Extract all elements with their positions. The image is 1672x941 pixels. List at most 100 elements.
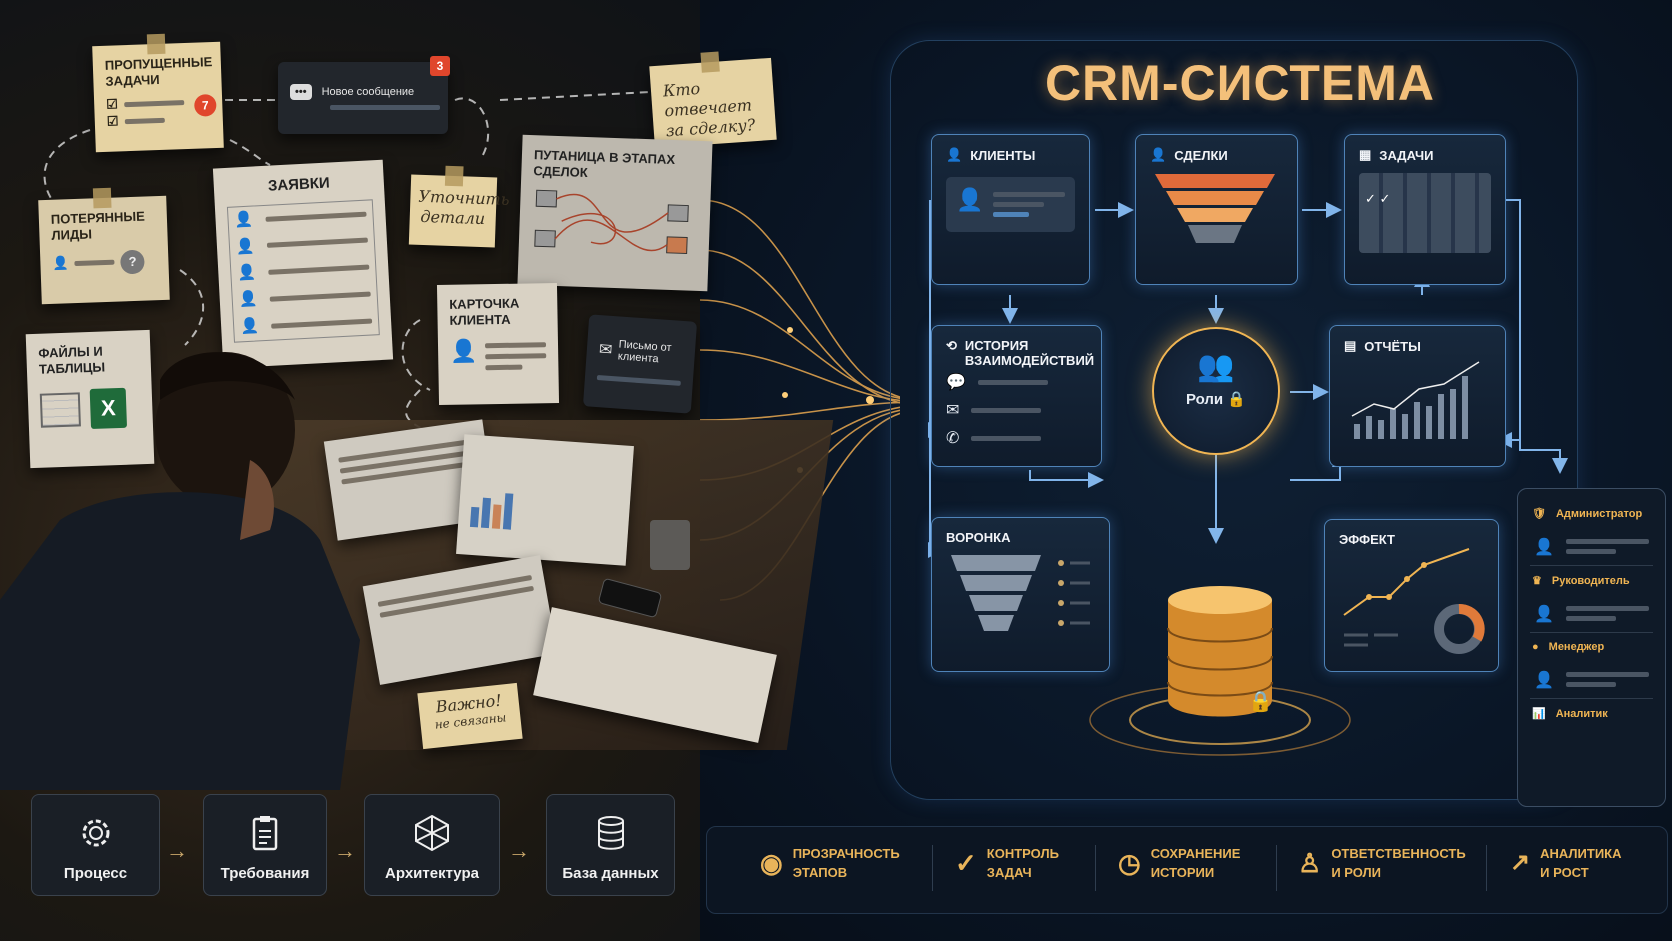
- module-title: Эффект: [1339, 532, 1395, 547]
- arrow-right-icon: →: [166, 838, 188, 863]
- module-title: История взаимодействий: [964, 338, 1095, 368]
- person-icon: ●: [1532, 641, 1539, 653]
- coffee-mug: [650, 520, 690, 570]
- crown-icon: ♛: [1532, 575, 1542, 587]
- role-label: Руководитель: [1551, 574, 1630, 587]
- feature-label: Сохранение: [1150, 846, 1241, 861]
- calendar-grid: ✓ ✓: [1359, 173, 1491, 253]
- envelope-icon: ✉: [598, 341, 613, 360]
- notification-label: Новое сообщение: [321, 86, 415, 98]
- features-bar: [706, 826, 1668, 914]
- paper-client-card: Карточка клиента 👤: [436, 282, 560, 406]
- person-icon: 👤: [1534, 671, 1554, 689]
- paper-requests: Заявки 👤 👤 👤 👤 👤: [212, 159, 394, 369]
- person-icon: 👤: [1534, 605, 1554, 623]
- report-icon: ▤: [1344, 338, 1357, 353]
- lock-icon: 🔒: [1248, 691, 1273, 713]
- role-label: Администратор: [1555, 507, 1643, 520]
- module-funnel[interactable]: Воронка: [931, 517, 1110, 672]
- divider: [932, 845, 933, 891]
- note-who-owns-deal: Кто отвечает за сделку?: [649, 51, 777, 149]
- module-title: Отчёты: [1364, 338, 1421, 354]
- question-icon: ?: [120, 249, 146, 274]
- chat-icon: 💬: [946, 374, 966, 391]
- feature-label: этапов: [792, 864, 848, 880]
- checkbox-icon: ☑: [106, 112, 119, 129]
- email-label: Письмо от клиента: [617, 338, 672, 366]
- check-circle-icon: ✓: [955, 848, 977, 878]
- person-icon: 👤: [946, 147, 963, 162]
- step-database: База данных: [546, 794, 675, 896]
- module-interaction-history[interactable]: ⟲ История взаимодействий 💬 ✉ ✆: [931, 325, 1102, 467]
- deal-funnel-icon: [1155, 174, 1275, 243]
- person-icon: 👤: [1534, 538, 1554, 556]
- cube-network-icon: [415, 814, 449, 852]
- module-clients[interactable]: 👤 Клиенты 👤: [931, 134, 1090, 285]
- feature-history: ◷ Сохранение истории: [1118, 845, 1240, 883]
- history-icon: ⟲: [946, 338, 957, 353]
- note-title: Потерянные лиды: [50, 208, 146, 244]
- note-important: Важно! не связаны: [417, 682, 523, 750]
- role-analyst[interactable]: 📊 Аналитик: [1518, 699, 1665, 728]
- feature-label: и роли: [1331, 864, 1382, 880]
- feature-responsibility: ♙ Ответственность и роли: [1298, 845, 1466, 883]
- module-title: Сделки: [1174, 147, 1228, 163]
- message-count-badge: 3: [430, 56, 450, 76]
- step-label: База данных: [562, 865, 659, 882]
- gear-icon: [82, 819, 109, 847]
- person-icon: 👤: [52, 255, 69, 272]
- role-manager[interactable]: ● Менеджер: [1518, 633, 1665, 661]
- eye-icon: ◉: [760, 848, 783, 878]
- module-deals[interactable]: 👤 Сделки: [1135, 134, 1298, 285]
- person-icon: 👤: [238, 290, 258, 309]
- sales-funnel-icon: [951, 555, 1090, 631]
- role-label: Менеджер: [1548, 641, 1605, 653]
- step-label: Процесс: [63, 865, 128, 882]
- role-label: Аналитик: [1555, 707, 1608, 720]
- module-reports[interactable]: ▤ Отчёты: [1329, 325, 1506, 467]
- note-clarify-details: Уточнить детали: [408, 165, 510, 248]
- phone-icon: ✆: [946, 430, 960, 447]
- checkbox-icon: ☑: [105, 95, 119, 112]
- feature-task-control: ✓ Контроль задач: [955, 845, 1059, 883]
- feature-label: Аналитика: [1540, 846, 1622, 861]
- crm-title: CRM-СИСТЕМА: [1044, 55, 1436, 111]
- note-lost-leads: Потерянные лиды 👤?: [38, 187, 170, 305]
- step-label: Требования: [220, 865, 310, 882]
- roles-hub[interactable]: 👥 Роли 🔒: [1152, 327, 1280, 455]
- database-icon: [597, 816, 624, 850]
- handshake-icon: 👤: [1150, 147, 1167, 162]
- paper-title: Карточка клиента: [449, 295, 520, 329]
- new-message-notification[interactable]: ••• Новое сообщение 3: [278, 56, 450, 134]
- paper-deal-stage-confusion: Путаница в этапах сделок: [517, 134, 713, 292]
- calendar-icon: ▦: [1359, 147, 1372, 162]
- module-effect[interactable]: Эффект: [1324, 519, 1499, 672]
- roles-panel: 🛡 Администратор 👤 ♛ Руководитель 👤 ● Менедж…: [1517, 488, 1666, 807]
- person-icon: 👤: [235, 237, 256, 255]
- feature-label: Ответственность: [1331, 846, 1466, 861]
- missed-count-badge: 7: [193, 93, 217, 117]
- note-missed-tasks: Пропущенные задачи ☑ ☑ 7: [92, 33, 224, 153]
- module-tasks[interactable]: ▦ Задачи ✓ ✓: [1344, 134, 1506, 285]
- person-icon: 👤: [236, 263, 257, 282]
- feature-label: Прозрачность: [792, 846, 900, 861]
- feature-label: задач: [986, 864, 1032, 880]
- chat-icon: •••: [290, 84, 312, 100]
- lock-icon: 🔒: [1227, 391, 1247, 408]
- role-manager-head[interactable]: ♛ Руководитель: [1518, 566, 1665, 595]
- paper-title: Заявки: [267, 174, 331, 195]
- arrow-right-icon: →: [334, 838, 356, 863]
- note-text: Кто отвечает за сделку?: [662, 78, 756, 141]
- crm-frame: [890, 40, 1578, 800]
- step-process: Процесс: [31, 794, 160, 896]
- desk-chart-document: [456, 434, 634, 566]
- tangled-arrows-icon: [534, 189, 689, 254]
- module-title: Воронка: [946, 530, 1011, 545]
- person-icon: 👤: [239, 317, 260, 336]
- shield-icon: 🛡: [1532, 508, 1546, 520]
- note-title: Пропущенные задачи: [104, 54, 213, 90]
- feature-transparency: ◉ Прозрачность этапов: [760, 845, 900, 883]
- database-cylinder: 🔒: [1089, 586, 1351, 756]
- bar-chart-icon: 📊: [1532, 708, 1546, 720]
- role-administrator[interactable]: 🛡 Администратор: [1518, 499, 1665, 528]
